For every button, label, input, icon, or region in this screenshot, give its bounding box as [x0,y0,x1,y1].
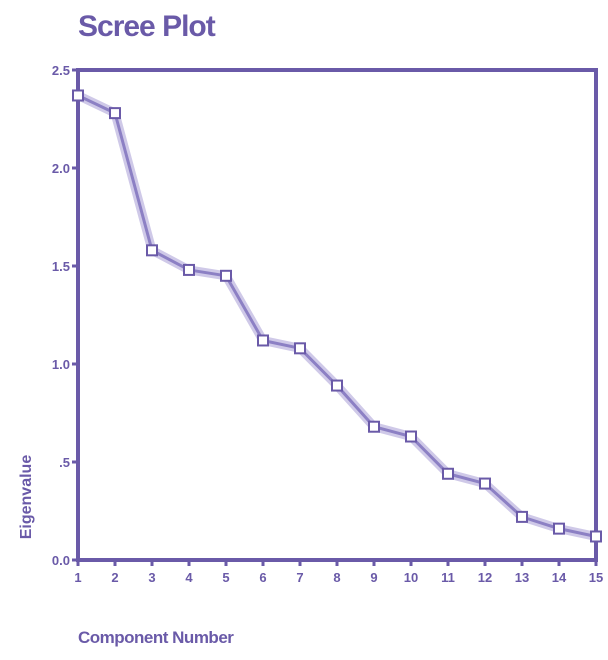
y-tick-label: 1.0 [52,357,70,372]
y-ticks-group: 0.0 .5 1.0 1.5 2.0 2.5 [52,63,78,568]
data-point [109,107,121,120]
x-axis-title: Component Number [78,628,234,647]
x-tick-label: 1 [74,570,81,585]
x-tick-label: 13 [515,570,529,585]
series-line-halo [73,90,601,541]
x-tick-label: 11 [441,570,455,585]
data-point [183,263,195,276]
data-point [590,530,602,543]
data-point [220,269,232,282]
data-point [368,420,380,433]
data-point [516,510,528,523]
y-tick-label: 2.5 [52,63,70,78]
series-group [73,90,601,541]
x-tick-label: 9 [370,570,377,585]
x-tick-label: 10 [404,570,418,585]
x-tick-label: 2 [111,570,118,585]
x-tick-label: 3 [148,570,155,585]
data-point [479,477,491,490]
markers-group [72,89,602,543]
x-ticks-group: 1 2 3 4 5 6 7 8 9 10 11 12 13 14 15 [74,560,603,585]
data-point [257,334,269,347]
data-point [405,430,417,443]
data-point [331,379,343,392]
y-tick-label: 2.0 [52,161,70,176]
x-tick-label: 7 [296,570,303,585]
plot-frame [76,68,598,562]
x-tick-label: 8 [333,570,340,585]
y-tick-label: 0.0 [52,553,70,568]
x-tick-label: 12 [478,570,492,585]
x-tick-label: 6 [259,570,266,585]
chart-title: Scree Plot [78,10,216,43]
x-tick-label: 5 [222,570,229,585]
data-point [442,467,454,480]
data-point [72,89,84,102]
data-point [553,522,565,535]
x-tick-label: 14 [552,570,567,585]
y-tick-label: .5 [59,455,70,470]
x-tick-label: 4 [185,570,193,585]
data-point [294,342,306,355]
data-point [146,244,158,257]
plot-frame-group [76,68,598,562]
x-tick-label: 15 [589,570,603,585]
series-line [76,93,598,538]
y-tick-label: 1.5 [52,259,70,274]
